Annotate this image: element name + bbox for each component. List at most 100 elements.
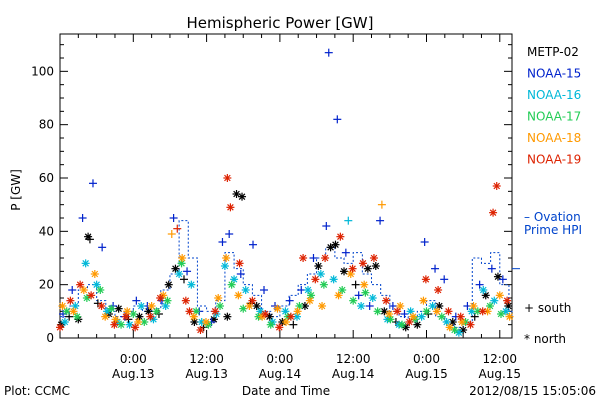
y-tick-label: 0 xyxy=(46,331,54,345)
legend-item-noaa-16: NOAA-16 xyxy=(527,88,581,102)
data-point-noaa-17 xyxy=(319,280,328,289)
data-point-noaa-15 xyxy=(324,48,333,57)
data-point-noaa-17 xyxy=(386,315,395,324)
data-point-noaa-16 xyxy=(417,312,426,321)
data-point-noaa-15 xyxy=(88,179,97,188)
data-point-noaa-17 xyxy=(266,320,275,329)
data-point-noaa-19 xyxy=(492,182,501,190)
data-point-noaa-18 xyxy=(432,307,441,316)
data-point-metp-02 xyxy=(331,240,340,249)
data-point-noaa-18 xyxy=(305,296,314,305)
data-point-metp-02 xyxy=(114,304,123,313)
data-point-noaa-16 xyxy=(241,286,250,294)
data-point-noaa-15 xyxy=(365,302,374,310)
south-marker-legend: + south xyxy=(524,301,571,315)
data-points xyxy=(56,48,514,337)
data-point-noaa-18 xyxy=(377,200,386,209)
data-point-noaa-15 xyxy=(225,230,234,238)
data-point-noaa-19 xyxy=(321,254,330,262)
data-point-noaa-18 xyxy=(293,307,302,316)
data-point-noaa-15 xyxy=(322,222,331,230)
data-point-noaa-15 xyxy=(333,115,342,124)
data-point-noaa-16 xyxy=(501,307,510,316)
data-point-noaa-16 xyxy=(316,270,325,278)
data-point-noaa-18 xyxy=(58,302,67,310)
data-point-metp-02 xyxy=(164,280,173,289)
data-point-metp-02 xyxy=(179,275,188,284)
data-point-noaa-16 xyxy=(428,302,437,310)
data-point-metp-02 xyxy=(459,326,468,334)
data-point-noaa-19 xyxy=(299,254,308,262)
data-point-noaa-19 xyxy=(286,312,295,321)
y-tick-label: 40 xyxy=(39,224,54,238)
data-point-noaa-17 xyxy=(107,304,116,313)
legend-item-metp-02: METP-02 xyxy=(527,45,579,59)
data-point-noaa-19 xyxy=(466,320,475,329)
data-point-noaa-15 xyxy=(420,238,429,246)
data-point-noaa-18 xyxy=(282,318,290,326)
plot-frame xyxy=(59,33,513,339)
data-point-metp-02 xyxy=(289,320,298,329)
data-point-noaa-18 xyxy=(101,312,110,321)
data-point-noaa-17 xyxy=(398,320,407,329)
data-point-noaa-18 xyxy=(273,304,282,313)
data-point-metp-02 xyxy=(223,312,232,321)
data-point-noaa-15 xyxy=(249,240,258,249)
data-point-noaa-19 xyxy=(76,280,85,289)
x-tick-date: Aug.14 xyxy=(259,367,302,381)
data-point-noaa-16 xyxy=(454,328,463,337)
data-point-noaa-17 xyxy=(361,288,370,297)
data-point-noaa-18 xyxy=(385,310,394,318)
data-point-noaa-19 xyxy=(456,312,465,321)
data-point-noaa-18 xyxy=(123,307,132,316)
data-point-noaa-17 xyxy=(216,302,225,310)
data-point-noaa-18 xyxy=(134,318,143,326)
data-point-noaa-18 xyxy=(214,294,223,302)
data-point-noaa-19 xyxy=(66,296,75,305)
data-point-noaa-19 xyxy=(110,320,119,329)
data-point-noaa-19 xyxy=(348,264,357,273)
data-point-noaa-18 xyxy=(69,307,78,316)
data-point-noaa-15 xyxy=(475,280,484,289)
data-point-noaa-17 xyxy=(422,307,431,316)
data-point-noaa-15 xyxy=(218,238,227,246)
axis-ticks xyxy=(59,34,512,339)
data-point-noaa-15 xyxy=(309,254,318,262)
data-point-noaa-18 xyxy=(189,312,198,321)
data-point-noaa-15 xyxy=(341,248,350,257)
data-point-noaa-15 xyxy=(285,296,294,305)
data-point-noaa-18 xyxy=(222,254,231,262)
data-point-noaa-19 xyxy=(223,174,232,182)
data-point-noaa-17 xyxy=(152,307,161,316)
data-point-noaa-19 xyxy=(369,254,378,262)
data-point-noaa-15 xyxy=(487,264,496,273)
data-point-noaa-15 xyxy=(78,214,87,222)
data-point-noaa-19 xyxy=(405,318,414,326)
x-tick-time: 0:00 xyxy=(120,352,147,366)
data-point-noaa-16 xyxy=(490,296,499,305)
data-point-noaa-19 xyxy=(382,296,391,305)
data-point-metp-02 xyxy=(238,192,247,201)
data-point-metp-02 xyxy=(314,262,323,270)
data-point-noaa-19 xyxy=(503,296,512,305)
data-point-noaa-19 xyxy=(261,310,270,318)
y-tick-label: 100 xyxy=(31,64,54,78)
data-point-noaa-16 xyxy=(368,294,377,302)
data-point-noaa-19 xyxy=(489,208,498,217)
data-point-noaa-17 xyxy=(62,307,71,316)
data-point-noaa-15 xyxy=(354,291,363,300)
data-point-noaa-15 xyxy=(68,286,77,294)
data-point-metp-02 xyxy=(340,267,349,276)
data-point-noaa-18 xyxy=(147,302,156,310)
data-point-noaa-15 xyxy=(431,264,440,273)
data-point-noaa-19 xyxy=(235,259,244,268)
x-tick-time: 12:00 xyxy=(189,352,224,366)
data-point-noaa-19 xyxy=(131,323,140,332)
x-tick-time: 12:00 xyxy=(482,352,517,366)
data-point-noaa-19 xyxy=(226,203,235,212)
data-point-noaa-15 xyxy=(98,243,107,252)
y-tick-label: 60 xyxy=(39,171,54,185)
data-point-noaa-17 xyxy=(117,320,126,329)
legend-item-noaa-15: NOAA-15 xyxy=(527,67,581,81)
data-point-noaa-19 xyxy=(181,296,190,305)
